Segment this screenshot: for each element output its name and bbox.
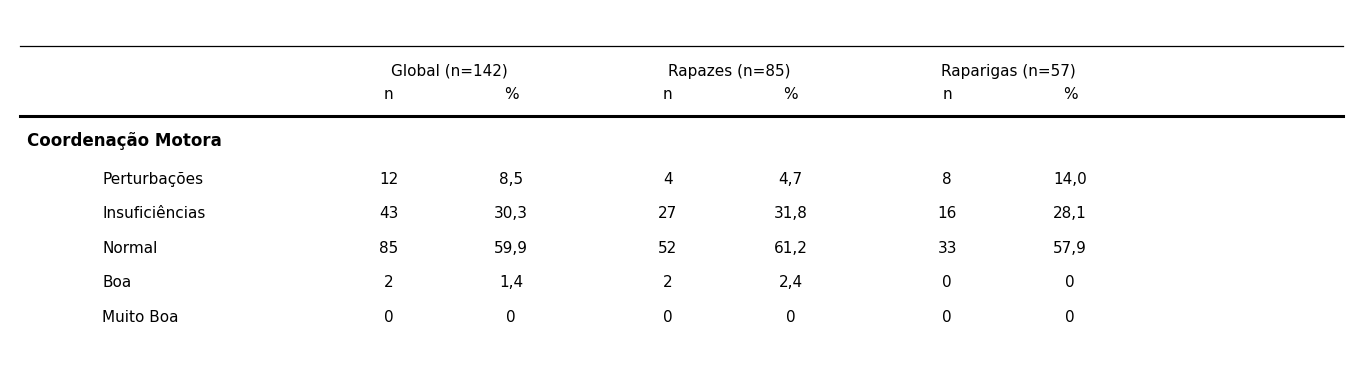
- Text: 52: 52: [658, 241, 677, 256]
- Text: 12: 12: [379, 172, 398, 186]
- Text: 0: 0: [942, 310, 953, 325]
- Text: Insuficiências: Insuficiências: [102, 206, 206, 221]
- Text: 2,4: 2,4: [778, 276, 803, 290]
- Text: 31,8: 31,8: [774, 206, 807, 221]
- Text: Global (n=142): Global (n=142): [391, 64, 508, 79]
- Text: 61,2: 61,2: [774, 241, 807, 256]
- Text: 14,0: 14,0: [1054, 172, 1086, 186]
- Text: 8: 8: [942, 172, 953, 186]
- Text: Boa: Boa: [102, 276, 131, 290]
- Text: 0: 0: [1065, 276, 1075, 290]
- Text: %: %: [784, 87, 797, 102]
- Text: 0: 0: [383, 310, 394, 325]
- Text: n: n: [662, 87, 673, 102]
- Text: 4: 4: [662, 172, 673, 186]
- Text: Rapazes (n=85): Rapazes (n=85): [668, 64, 791, 79]
- Text: Normal: Normal: [102, 241, 158, 256]
- Text: 2: 2: [383, 276, 394, 290]
- Text: 0: 0: [785, 310, 796, 325]
- Text: 85: 85: [379, 241, 398, 256]
- Text: n: n: [942, 87, 953, 102]
- Text: 30,3: 30,3: [495, 206, 527, 221]
- Text: 1,4: 1,4: [499, 276, 523, 290]
- Text: 59,9: 59,9: [495, 241, 527, 256]
- Text: Raparigas (n=57): Raparigas (n=57): [942, 64, 1075, 79]
- Text: 0: 0: [662, 310, 673, 325]
- Text: 33: 33: [938, 241, 957, 256]
- Text: 43: 43: [379, 206, 398, 221]
- Text: %: %: [1063, 87, 1077, 102]
- Text: 27: 27: [658, 206, 677, 221]
- Text: 0: 0: [942, 276, 953, 290]
- Text: n: n: [383, 87, 394, 102]
- Text: %: %: [504, 87, 518, 102]
- Text: 0: 0: [1065, 310, 1075, 325]
- Text: 16: 16: [938, 206, 957, 221]
- Text: Perturbações: Perturbações: [102, 172, 203, 186]
- Text: 57,9: 57,9: [1054, 241, 1086, 256]
- Text: 8,5: 8,5: [499, 172, 523, 186]
- Text: 28,1: 28,1: [1054, 206, 1086, 221]
- Text: Coordenação Motora: Coordenação Motora: [27, 132, 222, 149]
- Text: 4,7: 4,7: [778, 172, 803, 186]
- Text: 2: 2: [662, 276, 673, 290]
- Text: Muito Boa: Muito Boa: [102, 310, 179, 325]
- Text: 0: 0: [506, 310, 517, 325]
